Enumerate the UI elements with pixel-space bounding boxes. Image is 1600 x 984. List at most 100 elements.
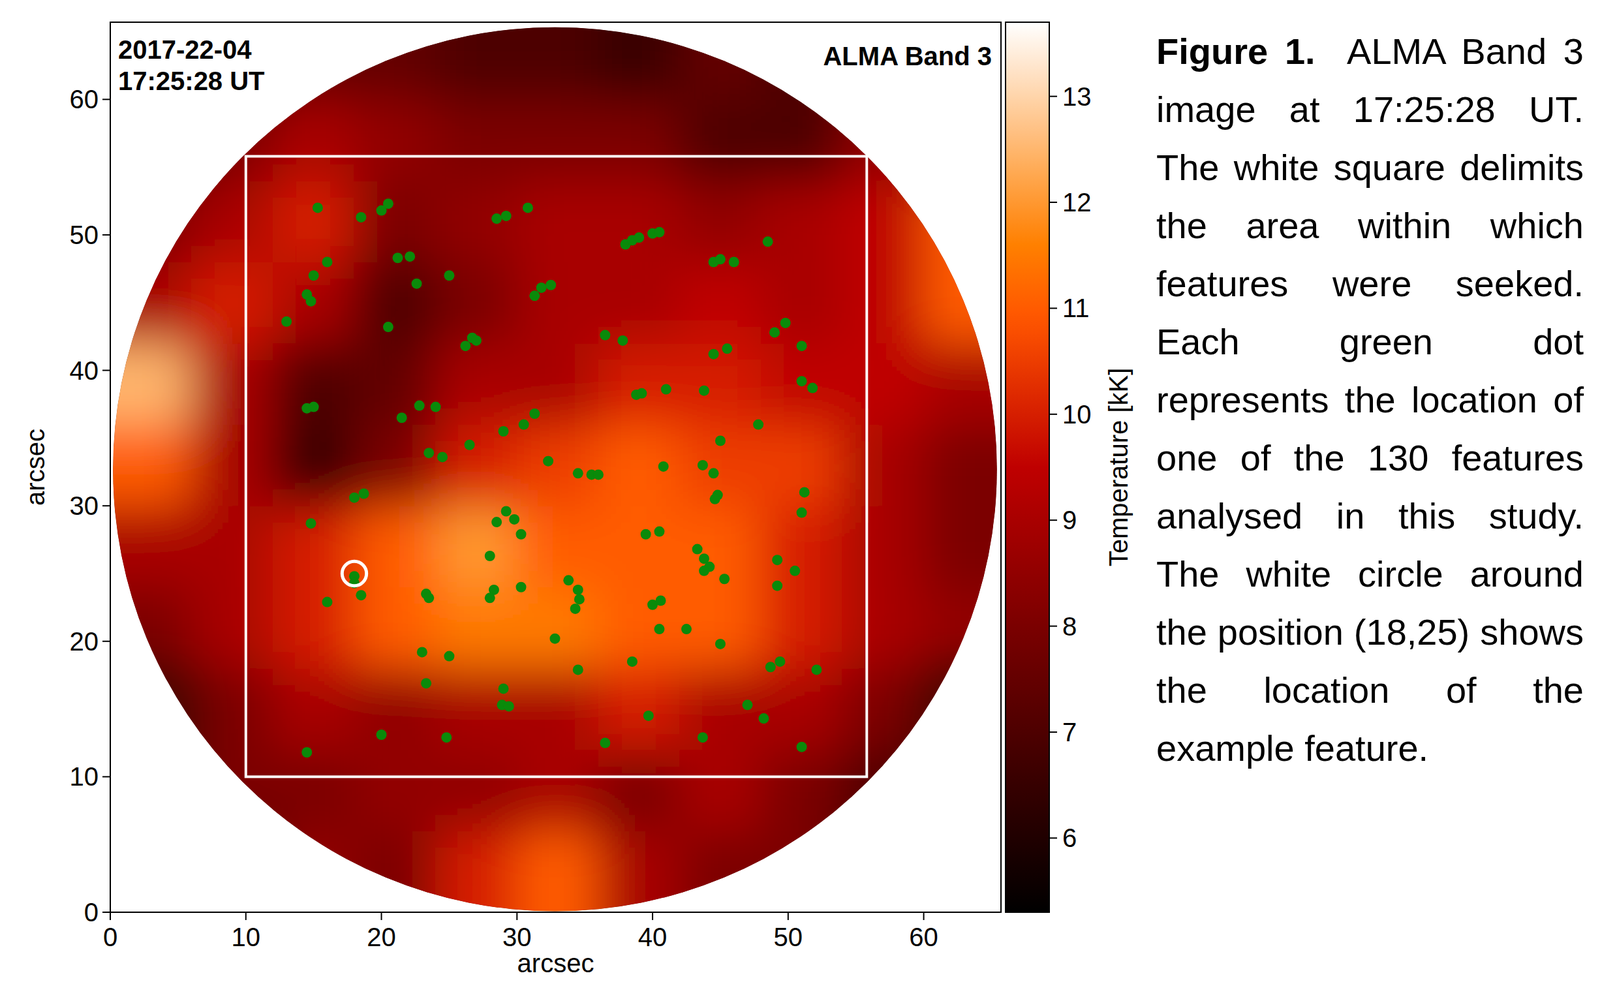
heat-cell	[435, 22, 518, 100]
heat-cell	[923, 180, 1001, 263]
feature-dot	[460, 340, 471, 352]
colorbar-tick-label: 6	[1062, 823, 1077, 853]
heat-cell	[841, 180, 924, 263]
feature-dot	[396, 412, 408, 423]
colorbar-tick-label: 8	[1062, 612, 1077, 641]
heat-cell	[679, 343, 762, 426]
feature-dot	[423, 447, 434, 459]
feature-dot	[491, 213, 502, 224]
heat-cell	[760, 180, 844, 263]
heat-cell	[353, 749, 436, 832]
colorbar-tick	[1049, 837, 1058, 839]
feature-dot	[681, 623, 692, 635]
heat-cell	[597, 505, 680, 588]
heat-cell	[841, 586, 924, 669]
feature-dot	[536, 282, 547, 293]
heat-cell	[272, 586, 355, 669]
heat-cell	[110, 343, 192, 426]
feature-dot	[464, 439, 476, 451]
feature-dot	[570, 603, 581, 615]
heat-cell	[272, 343, 355, 426]
x-tick	[787, 912, 789, 921]
feature-dot	[719, 573, 730, 585]
feature-dot	[796, 375, 808, 387]
heat-cell	[923, 586, 1001, 669]
feature-dot	[305, 296, 316, 307]
feature-dot	[807, 383, 818, 394]
heat-cell	[191, 99, 274, 182]
x-tick-label: 30	[502, 922, 532, 952]
feature-dot	[404, 251, 416, 262]
heat-cell	[597, 668, 680, 751]
colorbar-tick-label: 10	[1062, 400, 1092, 429]
colorbar-tick-label: 13	[1062, 82, 1092, 111]
colorbar-tick-label: 7	[1062, 717, 1077, 747]
heat-cell	[272, 22, 355, 100]
feature-dot	[653, 623, 665, 635]
feature-dot	[811, 664, 822, 675]
y-tick	[102, 505, 111, 507]
feature-dot	[708, 467, 720, 479]
heat-cell	[679, 22, 762, 100]
feature-dots	[281, 198, 822, 758]
heat-cell	[191, 586, 274, 669]
feature-dot	[498, 426, 509, 437]
feature-dot	[698, 385, 710, 397]
feature-dot	[799, 486, 810, 498]
feature-dot	[281, 316, 292, 327]
feature-dot	[721, 343, 733, 354]
feature-dot	[443, 651, 455, 662]
caption: Figure 1. ALMA Band 3 image at 17:25:28 …	[1156, 22, 1584, 778]
y-tick-label: 60	[69, 84, 100, 114]
heat-cell	[516, 668, 600, 751]
x-tick-label: 10	[231, 922, 262, 952]
feature-dot	[653, 526, 665, 538]
feature-dot	[549, 633, 560, 645]
y-tick	[102, 640, 111, 643]
heat-cell	[679, 505, 762, 588]
colorbar-tick	[1049, 519, 1058, 521]
y-tick	[102, 98, 111, 100]
feature-dot	[529, 290, 540, 301]
feature-dot	[715, 638, 726, 650]
caption-label: Figure 1.	[1156, 30, 1316, 72]
heat-cell	[353, 668, 436, 751]
colorbar-tick-label: 9	[1062, 505, 1077, 535]
example-highlight	[341, 561, 367, 586]
feature-dot	[715, 253, 726, 265]
feature-dot	[709, 493, 721, 505]
feature-dot	[728, 256, 740, 267]
heat-cell	[516, 22, 600, 100]
colorbar-tick	[1049, 95, 1058, 98]
feature-dot	[358, 488, 370, 499]
heat-cell	[353, 99, 436, 182]
region-square	[246, 156, 868, 778]
heat-cell	[923, 343, 1001, 426]
heat-cell	[272, 261, 355, 344]
heat-cell	[760, 343, 844, 426]
heat-cell	[272, 830, 355, 913]
heat-cell	[110, 586, 192, 669]
feature-dot	[423, 592, 434, 603]
heat-cell	[597, 261, 680, 344]
heat-cell	[597, 22, 680, 100]
x-tick-label: 40	[638, 922, 668, 952]
x-tick-label: 60	[908, 922, 939, 952]
heat-cell	[516, 180, 600, 263]
heat-cell	[191, 180, 274, 263]
heat-cell	[841, 343, 924, 426]
feature-dot	[697, 732, 708, 743]
feature-dot	[443, 270, 455, 281]
heat-cell	[516, 749, 600, 832]
heat-cell	[516, 261, 600, 344]
y-axis-title: arcsec	[20, 428, 50, 506]
heat-cell	[516, 586, 600, 669]
feature-dot	[658, 461, 669, 472]
feature-dot	[308, 270, 320, 281]
heat-cell	[191, 749, 274, 832]
y-tick-label: 30	[69, 491, 100, 521]
heat-cell	[923, 505, 1001, 588]
feature-dot	[627, 656, 638, 667]
heat-cell	[353, 830, 436, 913]
feature-dot	[574, 593, 585, 605]
